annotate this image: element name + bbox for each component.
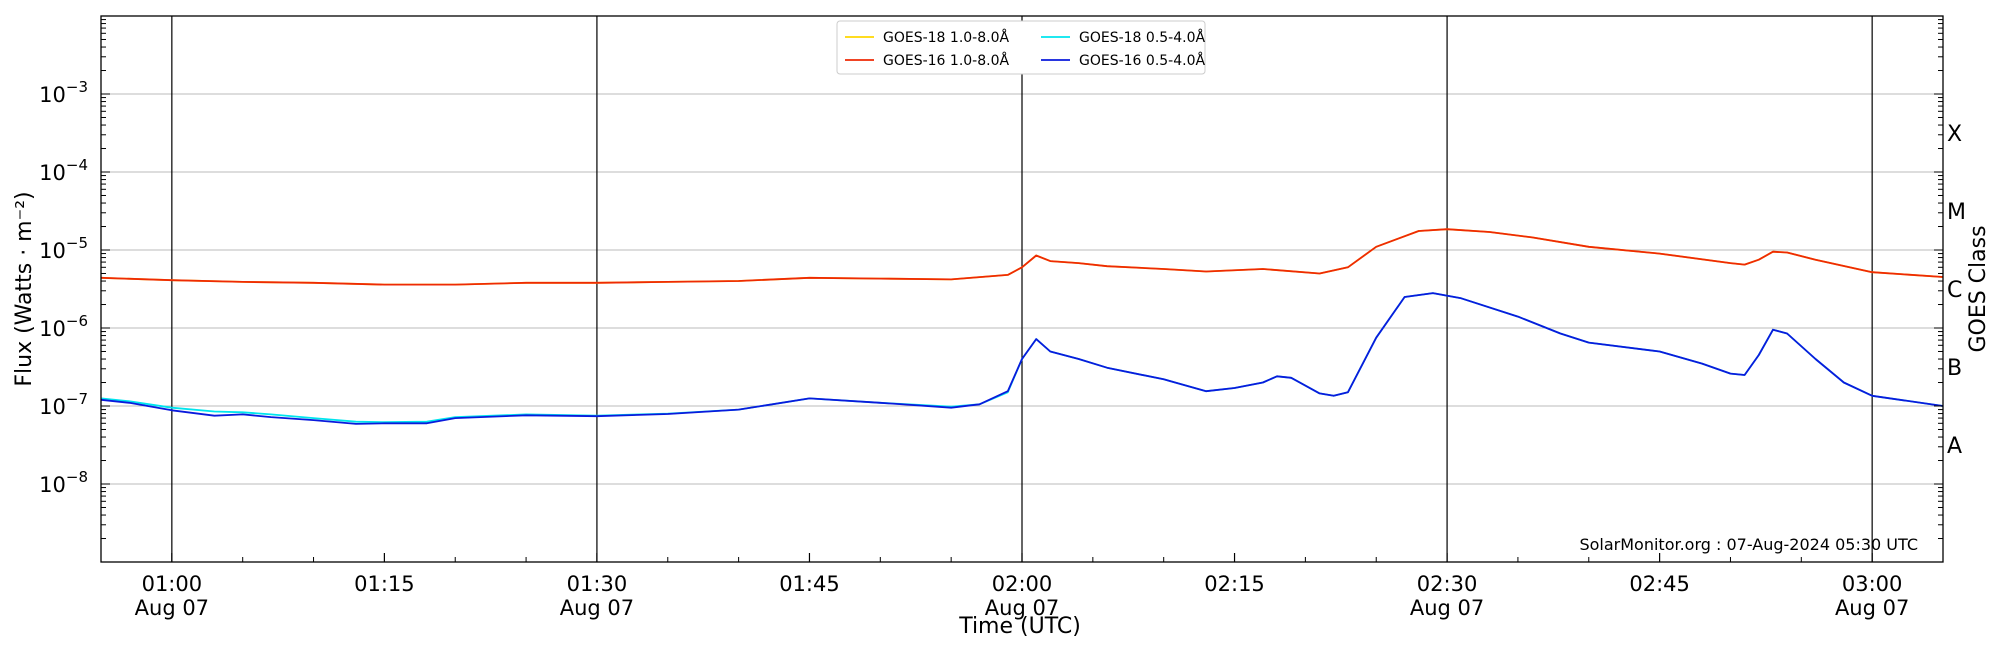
- goes-class-label: M: [1947, 200, 1966, 225]
- x-tick-label: 02:15: [1204, 572, 1265, 596]
- x-tick-date: Aug 07: [135, 596, 209, 620]
- y2-axis-label: GOES Class: [1966, 225, 1991, 352]
- y-tick-exponent: −5: [66, 234, 88, 252]
- grid: [101, 16, 1943, 562]
- x-tick-label: 03:00: [1842, 572, 1903, 596]
- y-tick-mantissa: 10: [39, 317, 66, 341]
- y-tick-label: 10−4: [39, 156, 88, 185]
- y-tick-mantissa: 10: [39, 473, 66, 497]
- x-tick-date: Aug 07: [560, 596, 634, 620]
- credit-text: SolarMonitor.org : 07-Aug-2024 05:30 UTC: [1579, 535, 1918, 554]
- series-line: [100, 228, 1944, 286]
- y-tick-mantissa: 10: [39, 161, 66, 185]
- goes-class-label: C: [1947, 278, 1962, 303]
- y-tick-label: 10−8: [39, 468, 88, 497]
- y-tick-label: 10−5: [39, 234, 88, 263]
- y-tick-label: 10−7: [39, 390, 88, 419]
- x-tick-date: Aug 07: [985, 596, 1059, 620]
- goes-class-label: X: [1947, 122, 1962, 147]
- legend-label: GOES-16 1.0-8.0Å: [883, 52, 1009, 69]
- x-tick-label: 02:00: [992, 572, 1053, 596]
- y-tick-exponent: −8: [66, 468, 88, 486]
- x-tick-label: 01:45: [779, 572, 840, 596]
- legend-label: GOES-18 0.5-4.0Å: [1079, 29, 1205, 46]
- legend-label: GOES-18 1.0-8.0Å: [883, 29, 1009, 46]
- x-tick-label: 02:30: [1417, 572, 1478, 596]
- goes-class-label: B: [1947, 356, 1962, 381]
- axis-ticks: [100, 19, 1944, 563]
- series-line: [100, 292, 1944, 425]
- legend-label: GOES-16 0.5-4.0Å: [1079, 52, 1205, 69]
- y-tick-exponent: −3: [66, 78, 88, 96]
- x-tick-date: Aug 07: [1410, 596, 1484, 620]
- y-tick-exponent: −7: [66, 390, 88, 408]
- x-tick-label: 01:00: [142, 572, 203, 596]
- series-lines: [100, 228, 1944, 425]
- legend-box: [836, 20, 1206, 75]
- y-axis-label: Flux (Watts · m⁻²): [12, 191, 37, 386]
- y-tick-label: 10−3: [39, 78, 88, 107]
- x-tick-label: 01:15: [354, 572, 415, 596]
- y-tick-exponent: −6: [66, 312, 88, 330]
- y-tick-label: 10−6: [39, 312, 88, 341]
- x-axis-label: Time (UTC): [958, 614, 1081, 639]
- x-tick-label: 02:45: [1629, 572, 1690, 596]
- x-tick-label: 01:30: [567, 572, 628, 596]
- goes-class-label: A: [1947, 434, 1962, 459]
- goes-class-labels: X M C B A: [1947, 122, 1966, 459]
- y-tick-mantissa: 10: [39, 395, 66, 419]
- legend: GOES-18 1.0-8.0Å GOES-18 0.5-4.0Å GOES-16 …: [836, 20, 1206, 75]
- y-tick-mantissa: 10: [39, 83, 66, 107]
- y-tick-exponent: −4: [66, 156, 88, 174]
- x-tick-date: Aug 07: [1835, 596, 1909, 620]
- y-tick-mantissa: 10: [39, 239, 66, 263]
